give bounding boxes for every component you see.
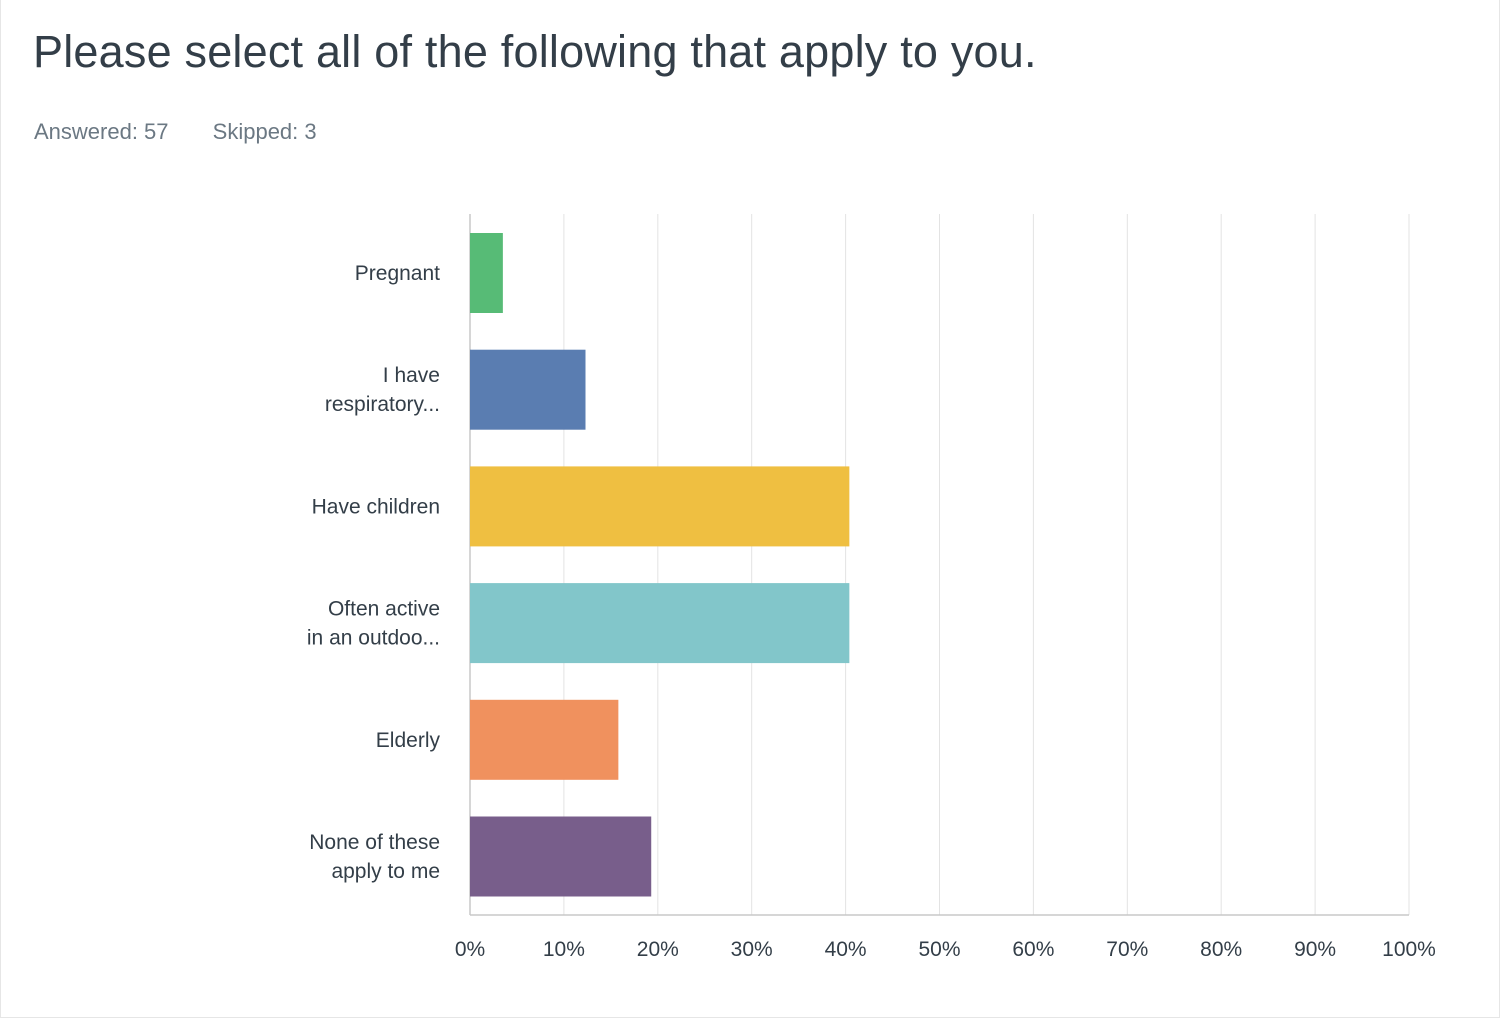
x-tick-label: 40% [825, 938, 867, 961]
category-label: Pregnant [355, 262, 440, 285]
x-tick-label: 20% [637, 938, 679, 961]
x-tick-label: 30% [731, 938, 773, 961]
x-tick-label: 80% [1200, 938, 1242, 961]
question-title: Please select all of the following that … [33, 26, 1037, 77]
category-label: I have [383, 364, 440, 387]
bar [470, 349, 586, 430]
category-label: Often active [328, 598, 440, 621]
category-label: apply to me [331, 860, 440, 883]
bar [470, 816, 652, 897]
x-tick-label: 0% [455, 938, 485, 961]
bar [470, 583, 850, 664]
x-tick-label: 100% [1382, 938, 1436, 961]
skipped-count: Skipped: 3 [212, 119, 317, 144]
x-tick-label: 60% [1012, 938, 1054, 961]
bar [470, 466, 850, 547]
response-stats: Answered: 57 Skipped: 3 [34, 119, 317, 145]
category-label: Have children [312, 495, 440, 518]
category-label: Elderly [376, 729, 441, 752]
x-tick-label: 50% [918, 938, 960, 961]
category-label: None of these [309, 831, 440, 854]
x-tick-label: 70% [1106, 938, 1148, 961]
x-tick-label: 90% [1294, 938, 1336, 961]
category-label: respiratory... [325, 393, 440, 416]
category-label: in an outdoo... [307, 627, 440, 650]
answered-count: Answered: 57 [34, 119, 169, 144]
bar [470, 699, 619, 780]
bar [470, 233, 503, 313]
x-tick-label: 10% [543, 938, 585, 961]
